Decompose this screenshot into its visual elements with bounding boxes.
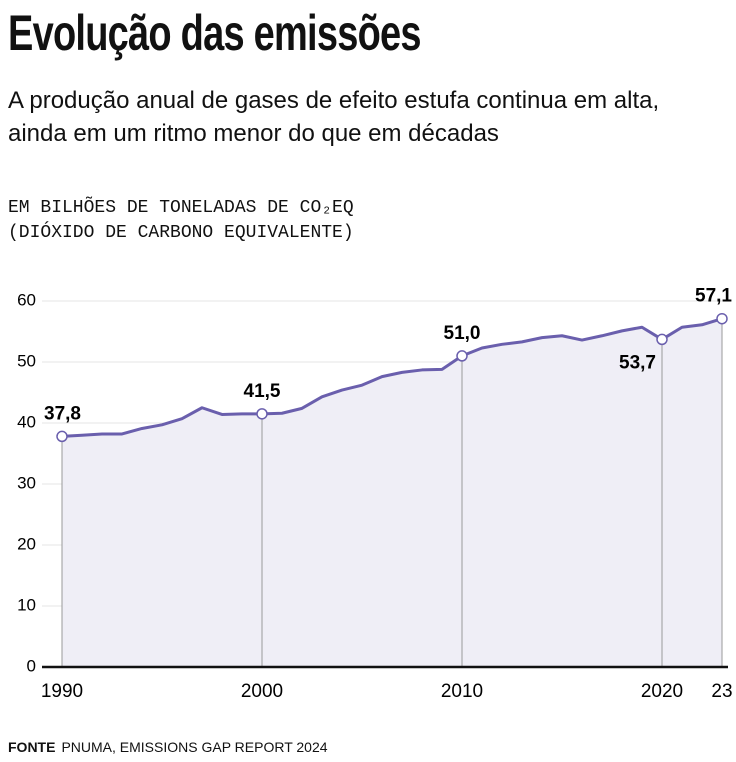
x-tick-label: 2020 — [641, 681, 683, 702]
y-tick-label: 60 — [17, 290, 36, 309]
source-text: PNUMA, EMISSIONS GAP REPORT 2024 — [61, 739, 328, 755]
point-marker — [56, 430, 68, 443]
y-tick-label: 0 — [27, 656, 36, 675]
x-tick-label: 23 — [711, 681, 732, 702]
value-label: 41,5 — [244, 381, 281, 402]
y-tick-label: 40 — [17, 412, 36, 431]
x-tick-label: 1990 — [41, 681, 83, 702]
point-marker — [716, 312, 728, 325]
point-marker — [656, 333, 668, 346]
y-tick-label: 50 — [17, 351, 36, 370]
y-tick-label: 30 — [17, 473, 36, 492]
y-tick-label: 10 — [17, 595, 36, 614]
subtitle: A produção anual de gases de efeito estu… — [8, 87, 660, 147]
source: FONTE PNUMA, EMISSIONS GAP REPORT 2024 — [8, 739, 328, 755]
unit-label: EM BILHÕES DE TONELADAS DE CO₂EQ — [8, 198, 354, 218]
point-marker — [256, 408, 268, 420]
value-label: 37,8 — [44, 403, 81, 424]
line — [61, 317, 723, 438]
point-marker — [456, 350, 468, 362]
value-label: 51,0 — [444, 323, 481, 344]
unit-label: (DIÓXIDO DE CARBONO EQUIVALENTE) — [8, 223, 354, 243]
source-label: FONTE — [8, 739, 56, 755]
x-tick-label: 2000 — [241, 681, 283, 702]
title: Evolução das emissões — [8, 5, 422, 61]
y-tick-label: 20 — [17, 534, 36, 553]
area — [62, 318, 722, 667]
x-tick-label: 2010 — [441, 681, 483, 702]
value-label: 57,1 — [695, 286, 732, 307]
chart: 0 10 20 30 40 50 60 37,8 41,5 51,0 53,7 57,1 1990 200… — [17, 286, 732, 702]
value-label: 53,7 — [619, 352, 656, 373]
